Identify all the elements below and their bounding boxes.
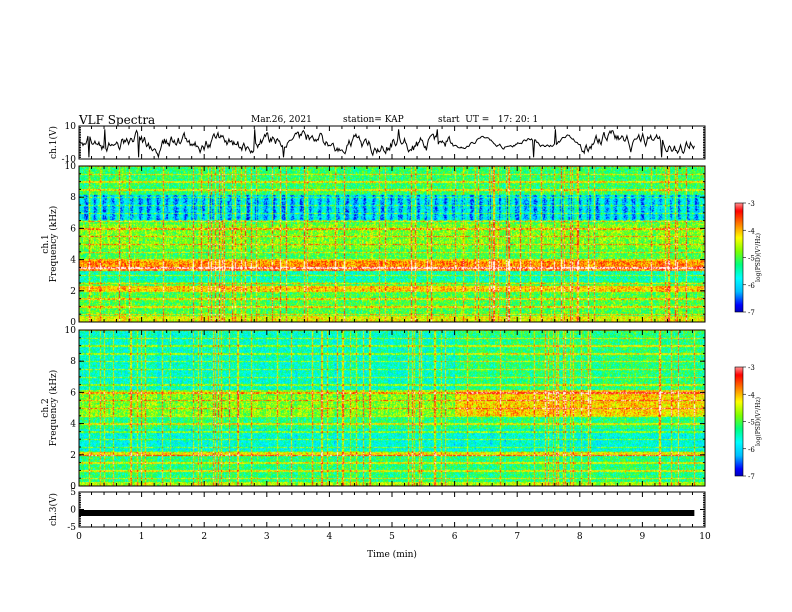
- y-axis-label-1: ch.1(V): [48, 126, 59, 159]
- y-tick-label: 4: [70, 256, 76, 266]
- x-tick-label: 5: [389, 532, 395, 542]
- colorbar-tick-label: -4: [748, 391, 755, 399]
- colorbar-tick-label: -5: [748, 255, 755, 263]
- colorbar-tick-label: -7: [748, 309, 755, 317]
- colorbar-tick-label: -3: [748, 200, 755, 208]
- x-tick-label: 2: [201, 532, 207, 542]
- y-axis-label-2: Frequency (kHz): [48, 206, 59, 283]
- x-tick-label: 7: [514, 532, 520, 542]
- x-tick-label: 4: [327, 532, 333, 542]
- date-label: Mar.26, 2021: [251, 115, 312, 125]
- ch1-waveform-line: [78, 129, 695, 159]
- y-axis-label-2: ch.1: [41, 234, 51, 253]
- colorbar-tick-label: -7: [748, 473, 755, 481]
- colorbar-tick-label: -4: [748, 227, 755, 235]
- x-tick-label: 9: [640, 532, 646, 542]
- y-tick-label: 8: [70, 357, 76, 367]
- y-axis-label-3: Frequency (kHz): [48, 370, 59, 447]
- y-tick-label: 6: [70, 388, 76, 398]
- colorbar-tick-label: -3: [748, 364, 755, 372]
- y-tick-label: 10: [65, 162, 77, 172]
- y-tick-label: 5: [70, 488, 76, 498]
- figure-title: VLF Spectra: [79, 113, 156, 127]
- y-tick-label: 0: [70, 318, 76, 328]
- ch3-waveform-frame: [78, 491, 706, 528]
- y-tick-label: 0: [70, 482, 76, 492]
- y-tick-label: 8: [70, 193, 76, 203]
- y-axis-label-4: ch.3(V): [48, 493, 59, 526]
- x-tick-label: 1: [139, 532, 145, 542]
- y-tick-label: 6: [70, 224, 76, 234]
- colorbar-tick-label: -6: [748, 282, 755, 290]
- x-tick-label: 6: [452, 532, 458, 542]
- colorbar-tick-label: -6: [748, 446, 755, 454]
- y-tick-label: 10: [65, 122, 77, 132]
- y-tick-label: 0: [70, 506, 76, 516]
- colorbar-1: [735, 203, 743, 312]
- x-tick-label: 10: [699, 532, 711, 542]
- station-label: station= KAP: [343, 115, 404, 125]
- y-axis-label-3: ch.2: [41, 398, 51, 417]
- colorbar-label-1: log(PSD)(V²/Hz): [755, 233, 762, 282]
- colorbar-tick-label: -5: [748, 419, 755, 427]
- start-time-label: start UT = 17: 20: 1: [438, 115, 539, 125]
- y-tick-label: 10: [65, 326, 77, 336]
- x-tick-label: 3: [264, 532, 270, 542]
- x-axis-label: Time (min): [367, 549, 417, 560]
- ch1-spectrogram-image: [79, 166, 705, 322]
- y-tick-label: -5: [67, 523, 76, 533]
- y-tick-label: 2: [70, 287, 76, 297]
- y-tick-label: 4: [70, 420, 76, 430]
- x-tick-label: 0: [76, 532, 82, 542]
- colorbar-label-2: log(PSD)(V²/Hz): [755, 397, 762, 446]
- x-tick-label: 8: [577, 532, 583, 542]
- y-tick-label: 2: [70, 451, 76, 461]
- y-tick-label: -10: [62, 155, 77, 165]
- ch2-spectrogram-image: [79, 330, 705, 486]
- colorbar-2: [735, 367, 743, 476]
